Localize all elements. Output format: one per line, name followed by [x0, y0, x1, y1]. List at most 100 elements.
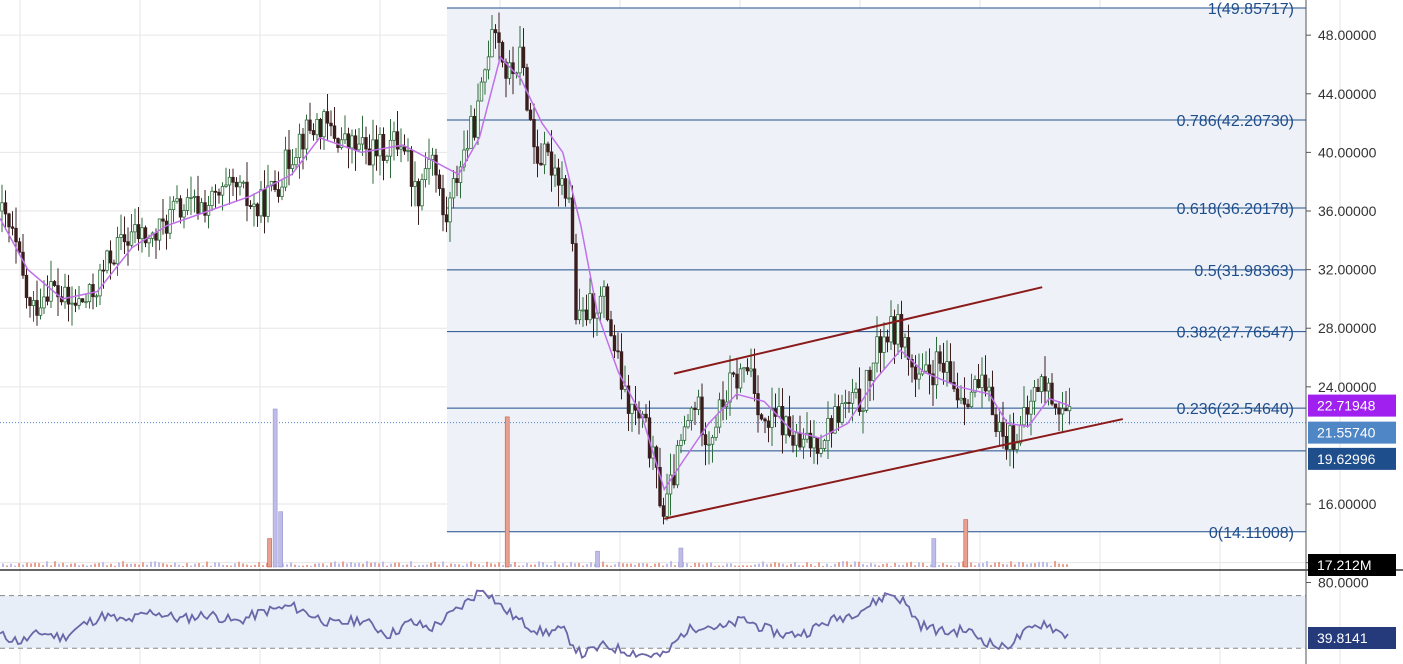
- candle-body: [231, 176, 235, 183]
- candle-body: [196, 196, 200, 214]
- volume-bar: [1042, 561, 1044, 567]
- volume-bar: [174, 562, 176, 567]
- rsi-panel[interactable]: [0, 589, 1306, 659]
- candle-body: [626, 385, 631, 414]
- volume-bar: [758, 563, 760, 567]
- candle-body: [17, 241, 22, 253]
- volume-bar: [258, 562, 260, 567]
- candle-body: [721, 399, 725, 408]
- volume-bar: [342, 561, 344, 567]
- candle-body: [308, 119, 312, 131]
- volume-bar: [267, 538, 272, 568]
- trend-channel[interactable]: [664, 286, 1124, 520]
- candle-body: [423, 168, 428, 181]
- volume-bar: [234, 563, 236, 567]
- candle-body: [714, 426, 718, 438]
- candle-body: [486, 56, 491, 71]
- volume-bar: [810, 564, 812, 567]
- volume-bar: [770, 563, 772, 567]
- volume-bar: [750, 565, 752, 567]
- volume-bar: [522, 565, 524, 567]
- candle-body: [878, 336, 883, 353]
- volume-bar: [122, 561, 124, 567]
- candle-body: [1064, 408, 1068, 412]
- volume-bar: [434, 561, 436, 567]
- volume-bar: [814, 565, 816, 567]
- candle-body: [973, 379, 977, 393]
- volume-bar: [262, 565, 264, 567]
- volume-bar: [1050, 565, 1052, 567]
- volume-bar: [630, 563, 632, 567]
- candle-body: [73, 302, 78, 306]
- volume-bar: [386, 565, 388, 567]
- candle-body: [192, 196, 197, 198]
- volume-bar: [906, 562, 908, 567]
- volume-bar: [1002, 564, 1004, 567]
- candle-body: [689, 407, 694, 422]
- candle-body: [476, 100, 480, 138]
- candle-body: [756, 393, 760, 416]
- volume-bar: [1054, 561, 1056, 567]
- volume-bar: [94, 563, 96, 567]
- candle-body: [861, 409, 865, 412]
- candle-body: [707, 443, 711, 446]
- candle-body: [38, 307, 43, 316]
- volume-bar: [66, 565, 68, 567]
- volume-bar: [930, 564, 932, 567]
- candle-body: [266, 185, 270, 217]
- volume-bar: [170, 564, 172, 567]
- volume-bar: [802, 565, 804, 567]
- candle-body: [262, 189, 267, 217]
- volume-bar: [482, 565, 484, 567]
- candle-body: [693, 407, 697, 410]
- volume-bar: [830, 565, 832, 567]
- volume-bar: [382, 561, 384, 567]
- candle-body: [14, 227, 18, 243]
- candle-body: [84, 301, 88, 304]
- candle-body: [427, 159, 431, 170]
- candle-body: [602, 286, 606, 297]
- volume-bar: [266, 562, 268, 567]
- candle-body: [1001, 421, 1005, 437]
- candle-body: [45, 296, 50, 302]
- volume-bar: [686, 563, 688, 567]
- candle-body: [108, 250, 113, 264]
- volume-bar: [998, 562, 1000, 567]
- volume-bar: [718, 565, 720, 567]
- candle-body: [805, 432, 809, 440]
- candle-body: [77, 298, 81, 306]
- candle-body: [455, 178, 459, 183]
- volume-bar: [542, 562, 544, 567]
- volume-bar: [338, 563, 340, 567]
- volume-bar: [662, 565, 664, 567]
- candle-body: [812, 437, 816, 449]
- fibonacci-retracement[interactable]: 1(49.85717) 0.786(42.20730) 0.618(36.20178…: [0, 1, 1306, 542]
- candle-body: [560, 178, 564, 186]
- volume-bar: [394, 562, 396, 567]
- candle-body: [80, 298, 85, 303]
- volume-bar: [994, 562, 996, 567]
- candle-body: [329, 122, 333, 127]
- candle-body: [301, 133, 305, 150]
- candle-body: [101, 269, 106, 272]
- volume-bar: [1022, 562, 1024, 567]
- volume-bar: [874, 564, 876, 567]
- volume-bar: [738, 565, 740, 567]
- candle-body: [416, 181, 421, 207]
- volume-bar: [898, 564, 900, 567]
- candle-body: [644, 413, 648, 419]
- candle-body: [1025, 407, 1030, 415]
- volume-bar: [1014, 564, 1016, 567]
- volume-bar: [754, 564, 756, 567]
- candle-body: [122, 234, 127, 243]
- volume-bar: [854, 561, 856, 567]
- candle-body: [115, 237, 120, 265]
- candle-body: [245, 181, 249, 206]
- volume-bar: [406, 564, 408, 567]
- volume-bar: [862, 564, 864, 567]
- volume-bar: [642, 563, 644, 567]
- volume-bar: [546, 564, 548, 567]
- volume-bar: [98, 562, 100, 567]
- volume-bar: [626, 563, 628, 567]
